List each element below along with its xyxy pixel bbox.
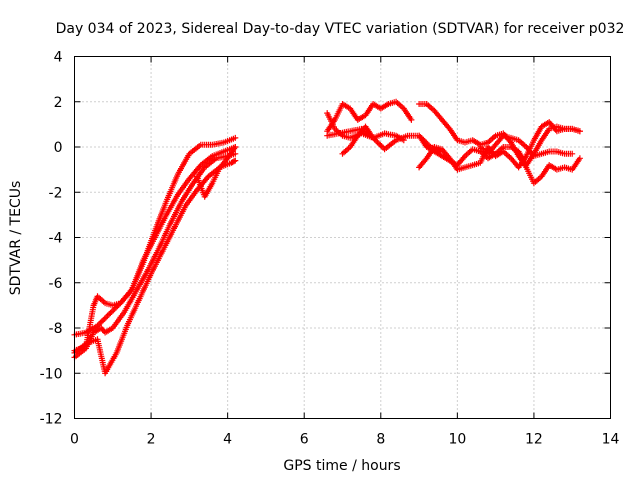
y-axis-label: SDTVAR / TECUs xyxy=(8,181,24,296)
series-track-9 xyxy=(339,123,377,157)
x-tick-label: 4 xyxy=(223,432,232,448)
plus-markers xyxy=(324,98,415,135)
x-tick-label: 10 xyxy=(448,432,466,448)
series-track-7 xyxy=(324,125,445,155)
x-tick-label: 2 xyxy=(147,432,156,448)
series-track-6 xyxy=(324,98,415,135)
x-tick-label: 6 xyxy=(300,432,309,448)
plus-markers xyxy=(477,132,576,160)
y-tick-label: -8 xyxy=(49,321,63,337)
series-track-5 xyxy=(194,144,239,200)
y-tick-label: -4 xyxy=(49,231,63,247)
y-tick-label: -6 xyxy=(49,276,63,292)
plus-markers xyxy=(71,157,239,377)
y-tick-label: -2 xyxy=(49,185,63,201)
y-tick-label: 0 xyxy=(54,140,63,156)
plus-markers xyxy=(194,144,239,200)
x-axis-label: GPS time / hours xyxy=(283,458,400,474)
y-tick-label: 4 xyxy=(54,50,63,66)
y-tick-label: 2 xyxy=(54,95,63,111)
axis-ticks: 0 2 4 6 8 10 12 14 4 2 0 -2 -4 -6 -8 -10 -12 xyxy=(40,50,620,448)
x-tick-label: 0 xyxy=(70,432,79,448)
y-tick-label: -12 xyxy=(40,412,63,428)
y-tick-label: -10 xyxy=(40,366,63,382)
series-track-13 xyxy=(477,132,576,160)
chart-title: Day 034 of 2023, Sidereal Day-to-day VTE… xyxy=(56,21,625,37)
series-track-4 xyxy=(71,157,239,377)
plus-markers xyxy=(339,123,377,157)
x-tick-label: 8 xyxy=(376,432,385,448)
plus-markers xyxy=(324,125,445,155)
x-tick-label: 12 xyxy=(525,432,543,448)
x-tick-label: 14 xyxy=(602,432,620,448)
